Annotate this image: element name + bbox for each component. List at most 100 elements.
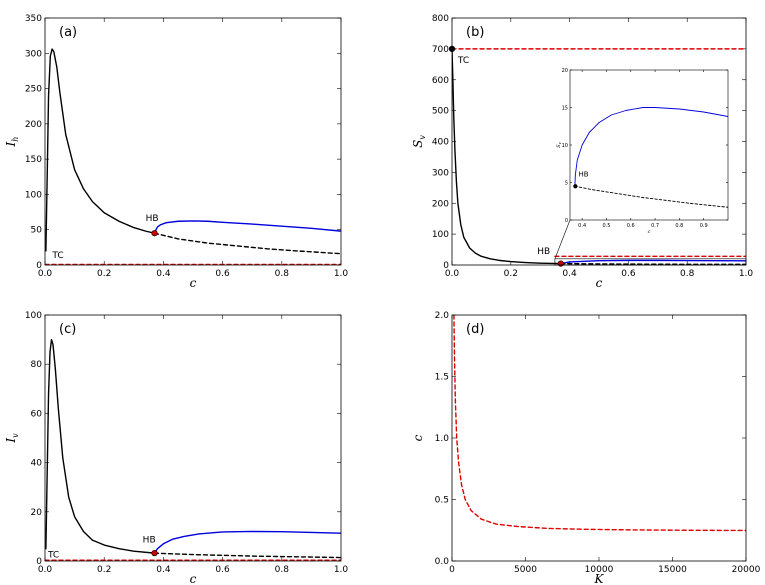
panel-c-xtick-label: 0.4 [156, 565, 171, 575]
panel-c-xtick-label: 0.2 [97, 565, 111, 575]
panel-b-ylabel: Sv [411, 135, 427, 148]
panel-a-xtick-label: 0.6 [215, 269, 230, 279]
panel-b-inset-series-inset-unstable [574, 185, 728, 208]
panel-b-inset-background [570, 70, 728, 220]
panel-c-xtick-label: 1.0 [334, 565, 349, 575]
panel-b-series-group [452, 48, 746, 265]
panel-b-inset-ytick-label: 5 [565, 181, 568, 187]
panel-b-inset-xtick-label: 0.8 [675, 223, 683, 229]
panel-a-ytick-label: 350 [25, 14, 42, 24]
panel-c-series-group [45, 338, 341, 561]
panel-a-ytick-label: 150 [25, 155, 42, 165]
panel-b-ytick-label: 400 [432, 138, 449, 148]
panel-a-xtick-label: 1.0 [334, 269, 349, 279]
panel-a-series-group [45, 48, 341, 265]
panel-a-ytick-label: 250 [25, 85, 42, 95]
panel-b-inset-xtick-label: 0.5 [602, 223, 610, 229]
panel-b-series-unstable-branch [560, 262, 746, 265]
panel-a-xtick-label: 0.2 [97, 269, 111, 279]
panel-b-xlabel: c [596, 276, 603, 290]
panel-b-annotation: HB [537, 247, 550, 257]
panel-d-xtick-label: 20000 [732, 565, 761, 575]
panel-c-ytick-label: 0 [36, 557, 42, 567]
panel-c-ytick-label: 20 [31, 508, 43, 518]
panel-b-ytick-label: 300 [432, 168, 449, 178]
panel-a-ytick-label: 100 [25, 190, 42, 200]
panel-b-inset-ylabel: Sv [556, 141, 562, 147]
panel-a-xlabel: c [190, 276, 197, 290]
panel-b-xtick-label: 0.8 [680, 269, 695, 279]
panel-c-series-periodic-branch [153, 530, 341, 554]
panel-a-xtick-label: 0.8 [275, 269, 290, 279]
panel-b-series-stable-branch [452, 48, 562, 265]
panel-b-inset-frame [569, 69, 729, 221]
panel-b-ytick-label: 700 [432, 45, 449, 55]
panel-b-annotation: TC [457, 56, 469, 66]
panel-c-series-stable-branch [45, 338, 156, 554]
panel-a-ytick-label: 0 [36, 261, 42, 271]
panel-c-ylabel: Iv [4, 433, 20, 444]
panel-a-ytick-label: 50 [31, 226, 43, 236]
panel-d-xtick-label: 0 [449, 565, 455, 575]
panel-a-frame [44, 17, 342, 266]
panel-b-inset-annotation: HB [579, 171, 589, 179]
panel-d-ytick-label: 0.0 [435, 557, 450, 567]
panel-b-inset-xtick-label: 0.7 [651, 223, 659, 229]
panel-c-frame [44, 314, 342, 562]
panel-b-ytick-label: 100 [432, 230, 449, 240]
panel-b-inset-xtick-label: 0.4 [578, 223, 586, 229]
panel-b-inset-ytick-label: 0 [565, 218, 568, 224]
panel-d-panel-label: (d) [466, 322, 484, 337]
panel-b-inset-ytick-label: 15 [562, 106, 568, 112]
panel-c-annotation: HB [143, 536, 156, 546]
panel-a-ytick-label: 300 [25, 49, 42, 59]
panel-c-panel-label: (c) [59, 322, 76, 337]
panel-d-xtick-label: 5000 [514, 565, 537, 575]
panel-b-ytick-label: 600 [432, 76, 449, 86]
panel-c-xtick-label: 0.0 [38, 565, 53, 575]
panel-b-ytick-label: 200 [432, 199, 449, 209]
panel-c-ytick-label: 40 [31, 459, 43, 469]
panel-a-ylabel: Ih [4, 137, 20, 148]
panel-d-series-group [453, 315, 746, 532]
panel-b-inset-xlabel: c [648, 229, 651, 235]
panel-a-point [151, 230, 158, 237]
panel-b-ytick-label: 500 [432, 107, 449, 117]
panel-b-ytick-label: 800 [432, 14, 449, 24]
panel-d-series-hopf-curve [453, 315, 746, 532]
panel-b-inset-xtick-label: 0.6 [627, 223, 635, 229]
panel-c: 0.0 0.2 0.4 0.6 0.8 1.0 0 20 40 60 80 100 HB TC c Iv (c) [4, 311, 348, 585]
panel-c-ytick-label: 60 [31, 409, 43, 419]
panel-a: 0.0 0.2 0.4 0.6 0.8 1.0 0 50 100 150 200 250 300 350 H… [4, 14, 348, 290]
panel-b-xtick-label: 0.4 [562, 269, 577, 279]
panel-a-annotation: TC [51, 251, 63, 261]
panel-c-ytick-label: 80 [31, 360, 43, 370]
panel-c-xtick-label: 0.6 [215, 565, 230, 575]
panel-c-point [151, 550, 158, 557]
panel-b-panel-label: (b) [466, 25, 484, 40]
panel-b-xtick-label: 0.6 [621, 269, 636, 279]
panel-d-xtick-label: 10000 [585, 565, 614, 575]
panel-a-panel-label: (a) [59, 25, 77, 40]
panel-a-series-periodic-branch [153, 220, 341, 234]
panel-d-ylabel: c [411, 434, 425, 441]
panel-d-ytick-label: 2.0 [435, 311, 450, 321]
panel-b-ytick-label: 0 [443, 261, 449, 271]
panel-b-xtick-label: 0.2 [504, 269, 518, 279]
panel-c-ytick-label: 100 [25, 311, 42, 321]
panel-a-ytick-label: 200 [25, 120, 42, 130]
panel-b-inset-ytick-label: 10 [562, 143, 568, 149]
panel-b-zoom-connector [554, 219, 571, 259]
panel-a-annotation: HB [146, 214, 159, 224]
panel-c-annotation: TC [47, 550, 59, 560]
panel-d-xlabel: K [594, 572, 605, 585]
panel-a-xtick-label: 0.0 [38, 269, 53, 279]
panel-b-zoom-region [554, 258, 747, 266]
panel-a-xtick-label: 0.4 [156, 269, 171, 279]
panel-b-inset: 0.4 0.5 0.6 0.7 0.8 0.9 0 5 10 15 20 HB c Sv [556, 68, 729, 235]
panel-d-ytick-label: 1.0 [435, 434, 450, 444]
panel-a-series-unstable-branch [153, 232, 341, 255]
panel-b-inset-point [573, 184, 578, 189]
panel-c-xtick-label: 0.8 [275, 565, 290, 575]
